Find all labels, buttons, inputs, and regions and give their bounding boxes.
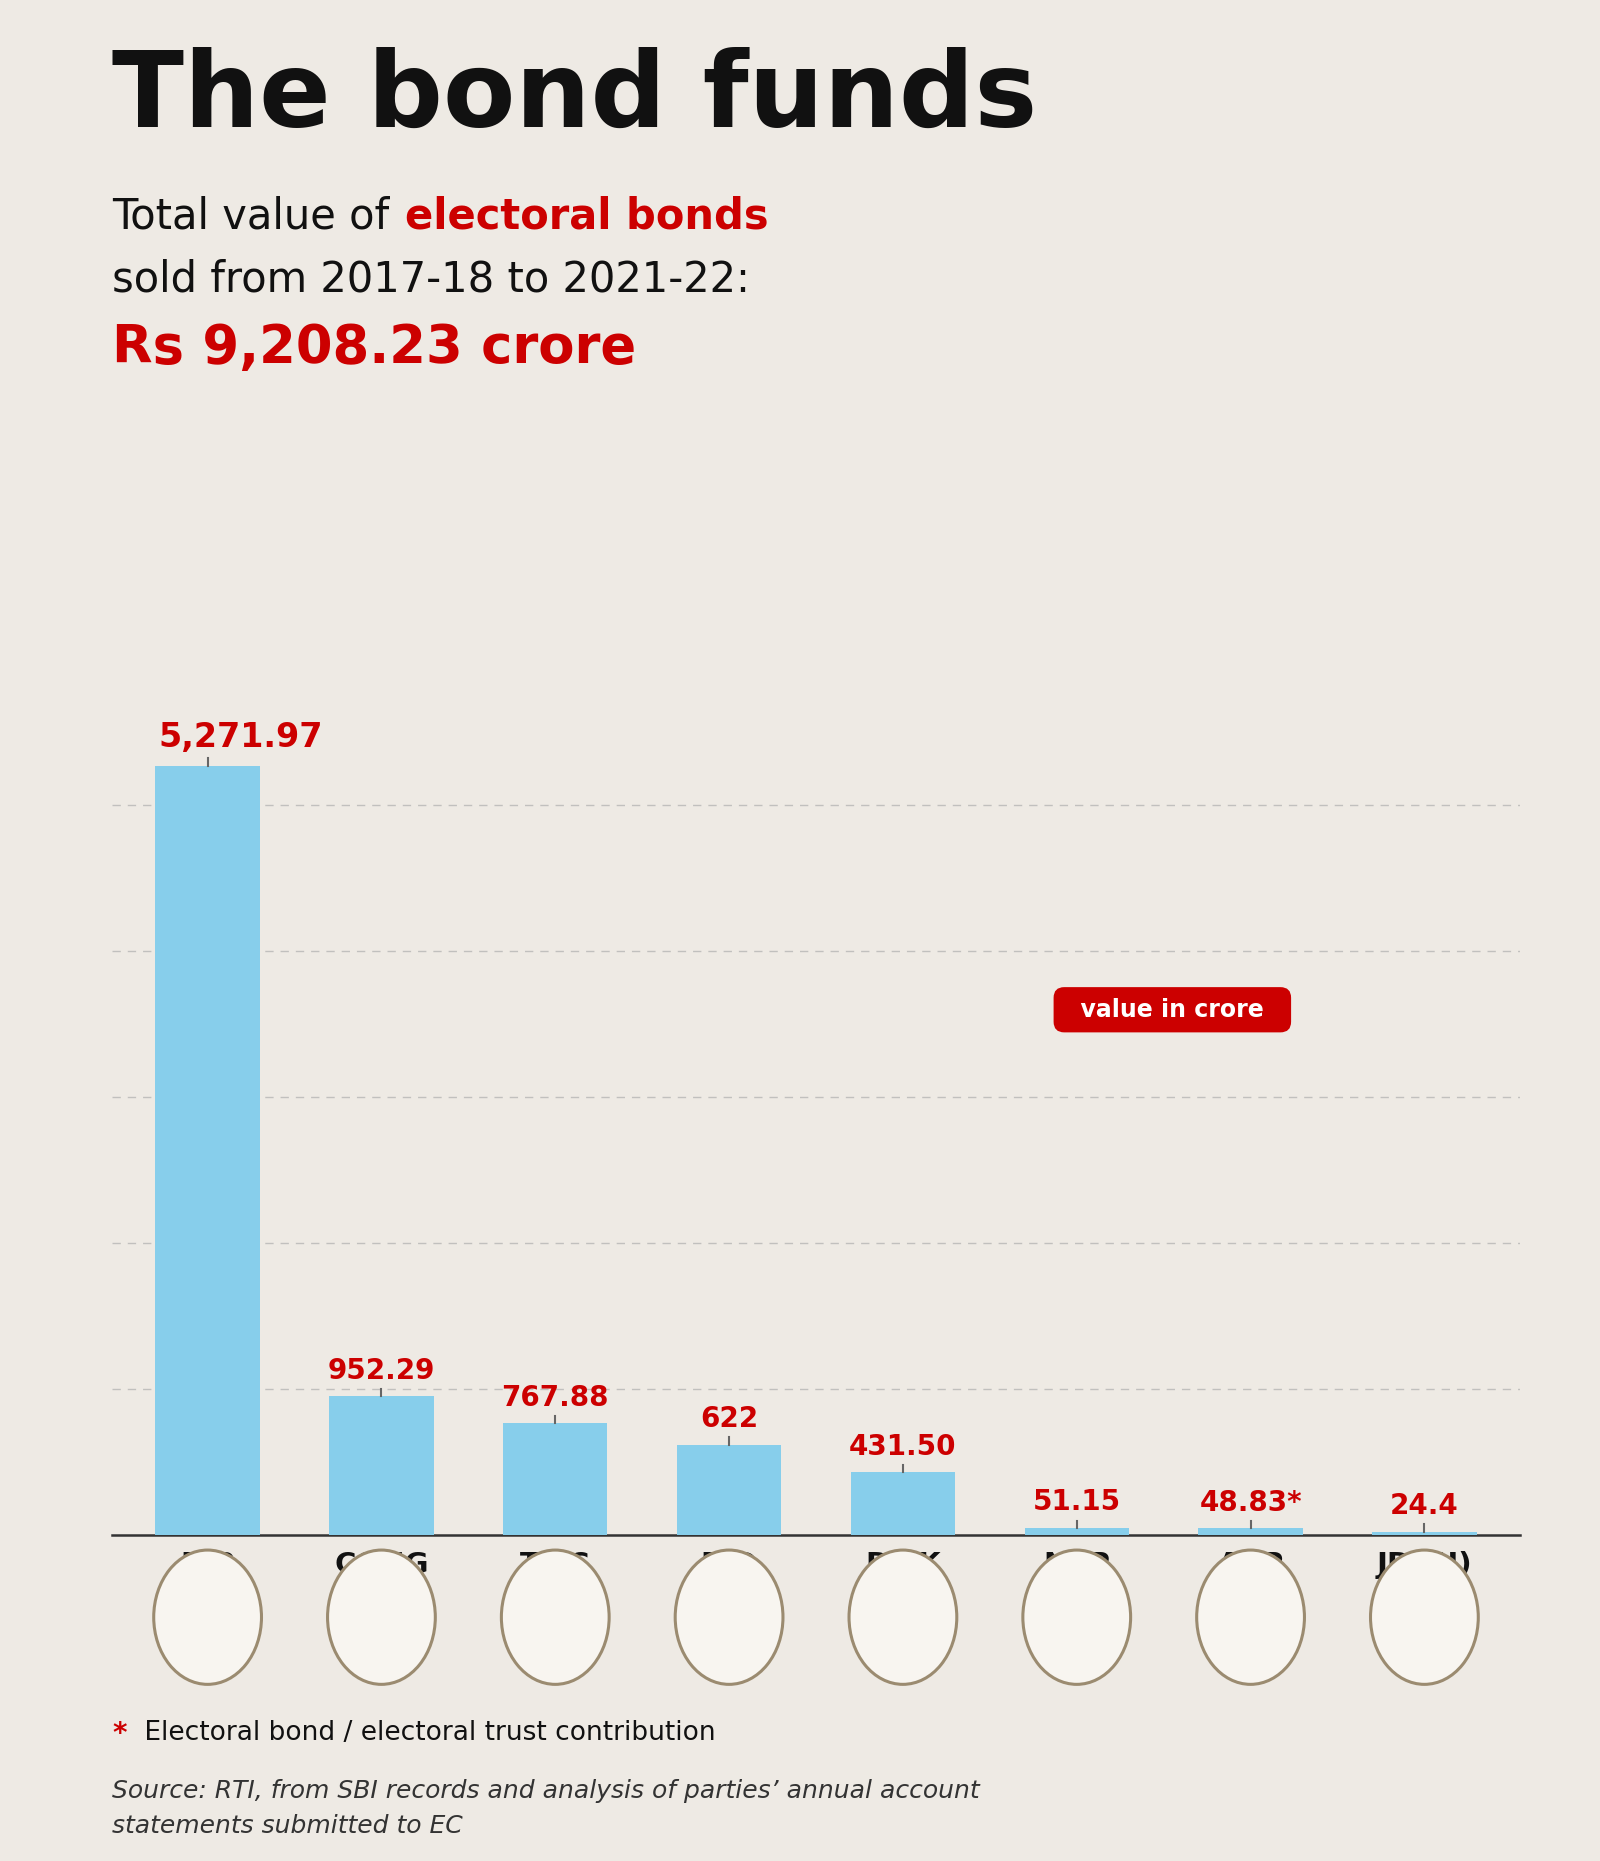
Ellipse shape [1022, 1550, 1131, 1684]
Text: Electoral bond / electoral trust contribution: Electoral bond / electoral trust contrib… [136, 1720, 715, 1746]
Bar [1198, 1528, 1302, 1535]
Text: 622: 622 [701, 1405, 758, 1433]
Ellipse shape [328, 1550, 435, 1684]
Text: *: * [112, 1720, 126, 1747]
Text: 5,271.97: 5,271.97 [158, 720, 323, 754]
Bar [502, 1424, 608, 1535]
Ellipse shape [1197, 1550, 1304, 1684]
Text: sold from 2017-18 to 2021-22:: sold from 2017-18 to 2021-22: [112, 259, 750, 301]
Text: Source: RTI, from SBI records and analysis of parties’ annual account
statements: Source: RTI, from SBI records and analys… [112, 1779, 979, 1837]
Text: 767.88: 767.88 [501, 1383, 610, 1411]
Ellipse shape [675, 1550, 782, 1684]
Ellipse shape [501, 1550, 610, 1684]
Bar [155, 765, 259, 1535]
Text: 431.50: 431.50 [850, 1433, 957, 1461]
Text: 51.15: 51.15 [1032, 1489, 1122, 1517]
Bar [330, 1396, 434, 1535]
Text: 24.4: 24.4 [1390, 1493, 1459, 1520]
Text: Total value of: Total value of [112, 195, 403, 238]
Bar [851, 1472, 955, 1535]
Bar [1024, 1528, 1130, 1535]
Bar [677, 1444, 781, 1535]
Text: Rs 9,208.23 crore: Rs 9,208.23 crore [112, 322, 637, 374]
Ellipse shape [850, 1550, 957, 1684]
Ellipse shape [154, 1550, 261, 1684]
Text: 952.29: 952.29 [328, 1357, 435, 1385]
Bar [1373, 1532, 1477, 1535]
Text: value in crore: value in crore [1064, 997, 1280, 1022]
Text: 48.83*: 48.83* [1200, 1489, 1302, 1517]
Text: The bond funds: The bond funds [112, 47, 1037, 149]
Text: electoral bonds: electoral bonds [405, 195, 768, 238]
Ellipse shape [1371, 1550, 1478, 1684]
